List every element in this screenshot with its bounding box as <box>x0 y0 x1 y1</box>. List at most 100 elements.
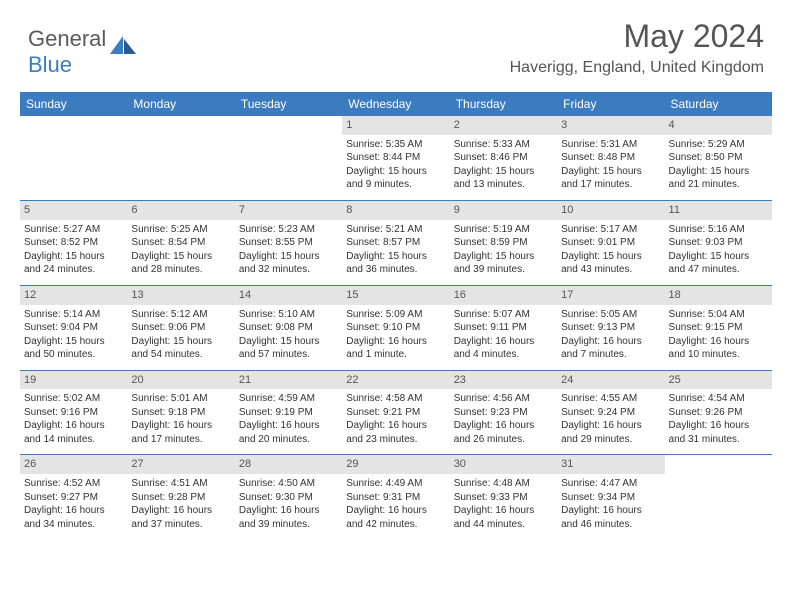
daylight-line: Daylight: 16 hours and 1 minute. <box>346 335 445 362</box>
daylight-line: Daylight: 16 hours and 14 minutes. <box>24 419 123 446</box>
daylight-line: Daylight: 15 hours and 36 minutes. <box>346 250 445 277</box>
day-number: 22 <box>342 371 449 390</box>
daylight-line: Daylight: 15 hours and 43 minutes. <box>561 250 660 277</box>
daylight-line: Daylight: 16 hours and 44 minutes. <box>454 504 553 531</box>
sunrise-line: Sunrise: 4:48 AM <box>454 477 553 491</box>
calendar-day: 2Sunrise: 5:33 AMSunset: 8:46 PMDaylight… <box>450 116 557 200</box>
sunrise-line: Sunrise: 5:21 AM <box>346 223 445 237</box>
sunrise-line: Sunrise: 5:35 AM <box>346 138 445 152</box>
daylight-line: Daylight: 16 hours and 39 minutes. <box>239 504 338 531</box>
sunrise-line: Sunrise: 5:05 AM <box>561 308 660 322</box>
calendar-empty <box>235 116 342 200</box>
daylight-line: Daylight: 15 hours and 47 minutes. <box>669 250 768 277</box>
day-number: 27 <box>127 455 234 474</box>
sunrise-line: Sunrise: 4:58 AM <box>346 392 445 406</box>
daylight-line: Daylight: 15 hours and 28 minutes. <box>131 250 230 277</box>
day-number: 11 <box>665 201 772 220</box>
calendar-day: 19Sunrise: 5:02 AMSunset: 9:16 PMDayligh… <box>20 370 127 455</box>
sunset-line: Sunset: 9:13 PM <box>561 321 660 335</box>
day-number: 1 <box>342 116 449 135</box>
day-number: 23 <box>450 371 557 390</box>
sunrise-line: Sunrise: 5:10 AM <box>239 308 338 322</box>
day-number: 21 <box>235 371 342 390</box>
calendar-week: 5Sunrise: 5:27 AMSunset: 8:52 PMDaylight… <box>20 200 772 285</box>
calendar-week: 1Sunrise: 5:35 AMSunset: 8:44 PMDaylight… <box>20 116 772 200</box>
day-number: 10 <box>557 201 664 220</box>
day-header: Sunday <box>20 92 127 116</box>
sunset-line: Sunset: 9:30 PM <box>239 491 338 505</box>
calendar-day: 9Sunrise: 5:19 AMSunset: 8:59 PMDaylight… <box>450 200 557 285</box>
daylight-line: Daylight: 16 hours and 34 minutes. <box>24 504 123 531</box>
sunset-line: Sunset: 9:28 PM <box>131 491 230 505</box>
calendar-day: 16Sunrise: 5:07 AMSunset: 9:11 PMDayligh… <box>450 285 557 370</box>
day-number: 16 <box>450 286 557 305</box>
sunset-line: Sunset: 9:15 PM <box>669 321 768 335</box>
sunset-line: Sunset: 8:48 PM <box>561 151 660 165</box>
day-header: Saturday <box>665 92 772 116</box>
daylight-line: Daylight: 15 hours and 32 minutes. <box>239 250 338 277</box>
calendar-day: 21Sunrise: 4:59 AMSunset: 9:19 PMDayligh… <box>235 370 342 455</box>
sunrise-line: Sunrise: 4:47 AM <box>561 477 660 491</box>
sunset-line: Sunset: 9:03 PM <box>669 236 768 250</box>
calendar-empty <box>20 116 127 200</box>
sunset-line: Sunset: 9:16 PM <box>24 406 123 420</box>
calendar-day: 20Sunrise: 5:01 AMSunset: 9:18 PMDayligh… <box>127 370 234 455</box>
calendar-day: 31Sunrise: 4:47 AMSunset: 9:34 PMDayligh… <box>557 455 664 539</box>
calendar-day: 15Sunrise: 5:09 AMSunset: 9:10 PMDayligh… <box>342 285 449 370</box>
day-number: 13 <box>127 286 234 305</box>
calendar-day: 23Sunrise: 4:56 AMSunset: 9:23 PMDayligh… <box>450 370 557 455</box>
day-number: 2 <box>450 116 557 135</box>
sunrise-line: Sunrise: 4:54 AM <box>669 392 768 406</box>
sunset-line: Sunset: 9:31 PM <box>346 491 445 505</box>
daylight-line: Daylight: 16 hours and 37 minutes. <box>131 504 230 531</box>
sunset-line: Sunset: 9:10 PM <box>346 321 445 335</box>
calendar-table: SundayMondayTuesdayWednesdayThursdayFrid… <box>20 92 772 539</box>
sunrise-line: Sunrise: 5:25 AM <box>131 223 230 237</box>
calendar-day: 24Sunrise: 4:55 AMSunset: 9:24 PMDayligh… <box>557 370 664 455</box>
day-number: 6 <box>127 201 234 220</box>
page-header: General Blue May 2024 Haverigg, England,… <box>0 0 792 84</box>
daylight-line: Daylight: 15 hours and 50 minutes. <box>24 335 123 362</box>
sunrise-line: Sunrise: 4:52 AM <box>24 477 123 491</box>
daylight-line: Daylight: 16 hours and 31 minutes. <box>669 419 768 446</box>
sunrise-line: Sunrise: 5:27 AM <box>24 223 123 237</box>
day-number: 26 <box>20 455 127 474</box>
daylight-line: Daylight: 16 hours and 7 minutes. <box>561 335 660 362</box>
sunrise-line: Sunrise: 5:02 AM <box>24 392 123 406</box>
daylight-line: Daylight: 16 hours and 4 minutes. <box>454 335 553 362</box>
sunset-line: Sunset: 8:57 PM <box>346 236 445 250</box>
sunset-line: Sunset: 8:44 PM <box>346 151 445 165</box>
day-number: 5 <box>20 201 127 220</box>
sunrise-line: Sunrise: 5:17 AM <box>561 223 660 237</box>
sunset-line: Sunset: 9:23 PM <box>454 406 553 420</box>
day-number: 7 <box>235 201 342 220</box>
day-number: 3 <box>557 116 664 135</box>
day-number: 17 <box>557 286 664 305</box>
calendar-day: 13Sunrise: 5:12 AMSunset: 9:06 PMDayligh… <box>127 285 234 370</box>
sunrise-line: Sunrise: 5:33 AM <box>454 138 553 152</box>
sunset-line: Sunset: 8:59 PM <box>454 236 553 250</box>
daylight-line: Daylight: 15 hours and 24 minutes. <box>24 250 123 277</box>
day-number: 8 <box>342 201 449 220</box>
day-number: 4 <box>665 116 772 135</box>
sunset-line: Sunset: 9:27 PM <box>24 491 123 505</box>
sunset-line: Sunset: 8:55 PM <box>239 236 338 250</box>
sunset-line: Sunset: 9:11 PM <box>454 321 553 335</box>
day-number: 31 <box>557 455 664 474</box>
daylight-line: Daylight: 16 hours and 20 minutes. <box>239 419 338 446</box>
calendar-day: 1Sunrise: 5:35 AMSunset: 8:44 PMDaylight… <box>342 116 449 200</box>
calendar-day: 10Sunrise: 5:17 AMSunset: 9:01 PMDayligh… <box>557 200 664 285</box>
calendar-week: 26Sunrise: 4:52 AMSunset: 9:27 PMDayligh… <box>20 455 772 539</box>
calendar-day: 11Sunrise: 5:16 AMSunset: 9:03 PMDayligh… <box>665 200 772 285</box>
sunrise-line: Sunrise: 5:31 AM <box>561 138 660 152</box>
daylight-line: Daylight: 15 hours and 54 minutes. <box>131 335 230 362</box>
daylight-line: Daylight: 16 hours and 23 minutes. <box>346 419 445 446</box>
day-number: 25 <box>665 371 772 390</box>
daylight-line: Daylight: 16 hours and 29 minutes. <box>561 419 660 446</box>
sunrise-line: Sunrise: 4:51 AM <box>131 477 230 491</box>
sunset-line: Sunset: 9:21 PM <box>346 406 445 420</box>
calendar-body: 1 Sunrise: 5:35 AMSunset: 8:44 PM Daylight… <box>20 116 772 539</box>
sunset-line: Sunset: 9:19 PM <box>239 406 338 420</box>
calendar-day: 28Sunrise: 4:50 AMSunset: 9:30 PMDayligh… <box>235 455 342 539</box>
calendar-day: 29Sunrise: 4:49 AMSunset: 9:31 PMDayligh… <box>342 455 449 539</box>
